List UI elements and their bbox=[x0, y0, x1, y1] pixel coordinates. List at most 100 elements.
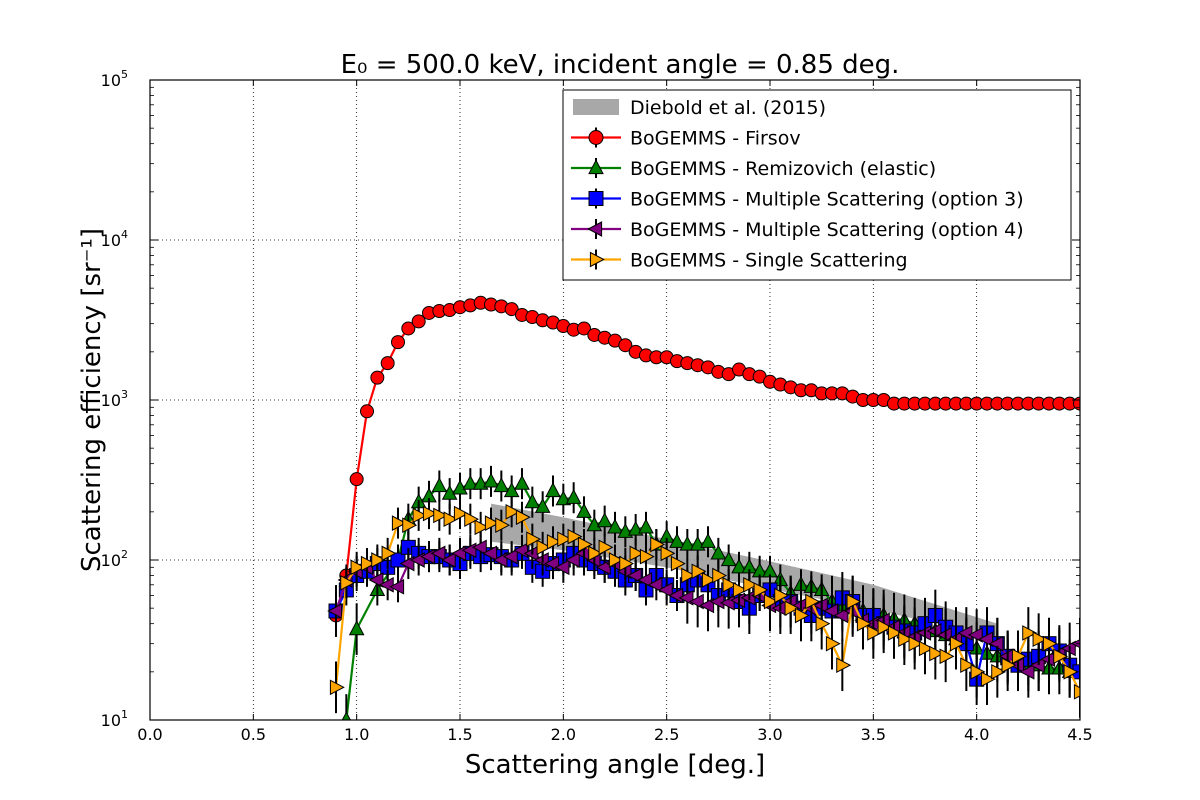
data-point bbox=[887, 625, 903, 641]
legend-marker bbox=[588, 191, 604, 206]
data-point bbox=[596, 512, 613, 528]
data-point bbox=[856, 615, 872, 632]
data-point bbox=[368, 572, 384, 588]
data-point bbox=[402, 517, 418, 534]
data-point bbox=[918, 640, 934, 657]
data-point bbox=[453, 505, 469, 522]
data-point bbox=[731, 558, 747, 574]
data-point bbox=[1063, 664, 1079, 680]
data-point bbox=[753, 582, 769, 598]
y-tick-label: 104 bbox=[101, 228, 128, 250]
data-point bbox=[908, 635, 924, 652]
data-point bbox=[433, 507, 449, 524]
data-point bbox=[639, 548, 655, 565]
legend-label: Diebold et al. (2015) bbox=[630, 97, 826, 119]
y-tick-label: 103 bbox=[101, 388, 128, 410]
data-point bbox=[867, 625, 883, 641]
data-point bbox=[348, 620, 365, 636]
data-point bbox=[774, 587, 790, 604]
data-point bbox=[657, 582, 673, 598]
data-point bbox=[784, 600, 800, 616]
data-point bbox=[484, 515, 500, 531]
data-point bbox=[462, 474, 479, 490]
data-point bbox=[607, 518, 623, 534]
data-point bbox=[329, 679, 345, 696]
x-tick-label: 3.0 bbox=[757, 725, 782, 744]
data-point bbox=[360, 404, 374, 419]
legend-swatch-band bbox=[573, 99, 619, 115]
x-tick-label: 0.5 bbox=[241, 725, 266, 744]
data-point bbox=[451, 545, 467, 562]
data-point bbox=[833, 607, 849, 624]
data-point bbox=[740, 590, 756, 606]
data-point bbox=[637, 572, 653, 588]
data-point bbox=[588, 545, 604, 562]
data-point bbox=[1019, 664, 1035, 680]
legend-marker bbox=[588, 159, 604, 175]
data-point bbox=[565, 488, 582, 504]
data-point bbox=[669, 532, 685, 548]
data-point bbox=[1032, 631, 1048, 648]
data-point bbox=[350, 559, 366, 576]
axis-ticks: 0.0 0.5 1.0 1.5 2.0 2.5 3.0 3.5 4.0 4.5 101 102 103 1… bbox=[101, 68, 1093, 744]
data-point bbox=[474, 519, 490, 536]
data-point bbox=[1011, 648, 1027, 665]
data-point bbox=[389, 578, 405, 595]
data-point bbox=[461, 542, 477, 559]
data-point bbox=[440, 552, 456, 568]
data-point bbox=[647, 576, 663, 593]
data-point bbox=[360, 555, 376, 572]
data-point bbox=[471, 539, 487, 556]
data-point bbox=[441, 484, 458, 500]
data-point bbox=[576, 503, 592, 518]
data-point bbox=[743, 576, 759, 593]
plot-area bbox=[327, 295, 1080, 720]
x-tick-label: 2.5 bbox=[654, 725, 679, 744]
data-point bbox=[464, 511, 480, 527]
data-point bbox=[504, 302, 519, 317]
data-point bbox=[515, 509, 531, 526]
series-layer bbox=[327, 295, 1080, 720]
data-point bbox=[679, 535, 696, 551]
data-point bbox=[670, 555, 686, 572]
legend-label: BoGEMMS - Multiple Scattering (option 3) bbox=[630, 189, 1024, 211]
data-point bbox=[681, 567, 697, 584]
data-point bbox=[483, 472, 499, 488]
data-point bbox=[877, 619, 893, 636]
data-point bbox=[970, 664, 986, 680]
data-point bbox=[700, 532, 716, 548]
data-point bbox=[1042, 635, 1058, 652]
data-point bbox=[926, 623, 942, 639]
data-point bbox=[812, 597, 828, 614]
data-point bbox=[443, 511, 459, 527]
legend-marker bbox=[589, 251, 605, 268]
data-point bbox=[577, 536, 593, 553]
data-point bbox=[712, 567, 728, 584]
data-point bbox=[991, 664, 1007, 680]
data-point bbox=[967, 627, 983, 643]
data-point bbox=[668, 587, 684, 604]
data-point bbox=[732, 582, 748, 598]
data-point bbox=[341, 711, 351, 720]
data-point bbox=[626, 567, 642, 584]
data-point bbox=[719, 594, 735, 611]
data-point bbox=[660, 545, 676, 562]
data-point bbox=[555, 490, 572, 506]
data-point bbox=[370, 370, 385, 385]
data-point bbox=[939, 648, 955, 665]
data-point bbox=[720, 551, 737, 567]
data-point bbox=[526, 531, 542, 547]
data-point bbox=[815, 615, 831, 632]
data-point bbox=[638, 518, 654, 534]
data-point bbox=[650, 536, 666, 553]
data-point bbox=[825, 635, 841, 652]
data-point bbox=[763, 593, 779, 610]
data-point bbox=[546, 533, 562, 550]
y-tick-label: 102 bbox=[101, 548, 128, 570]
data-point bbox=[493, 477, 510, 493]
data-point bbox=[340, 574, 356, 591]
x-tick-label: 4.5 bbox=[1067, 725, 1092, 744]
x-tick-label: 2.0 bbox=[551, 725, 576, 744]
data-point bbox=[598, 539, 614, 556]
data-point bbox=[1073, 683, 1080, 700]
